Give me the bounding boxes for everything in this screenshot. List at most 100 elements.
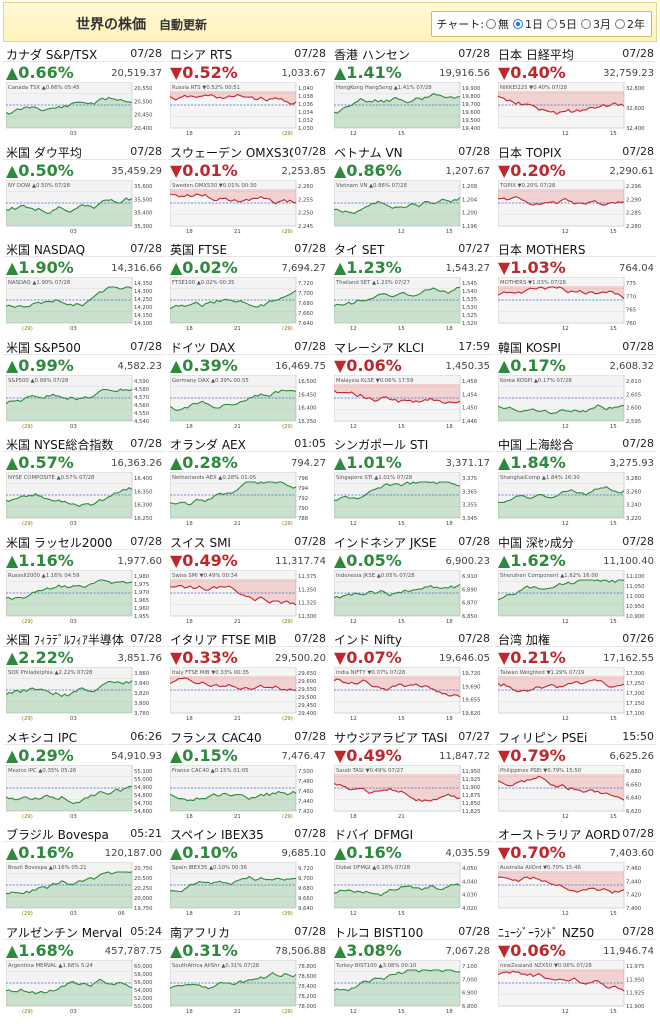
- index-panel[interactable]: オランダ AEX 01:05 ▲0.28% 794.27 Netherlands AEX…: [167, 434, 329, 530]
- index-panel[interactable]: 香港 ハンセン 07/28 ▲1.41% 19,916.56 HongKong Hang…: [331, 44, 493, 140]
- index-panel[interactable]: 米国 ダウ平均 07/28 ▲0.50% 35,459.29 NY DOW ▲0.50%…: [3, 142, 165, 238]
- index-panel[interactable]: 日本 MOTHERS ▼1.03% 764.04 MOTHERS ▼1.03% 07/…: [495, 239, 657, 335]
- index-name[interactable]: オーストラリア AORD: [498, 828, 621, 842]
- index-name[interactable]: フィリピン PSEi: [498, 731, 588, 745]
- chart-option-5day-label[interactable]: 5日: [559, 18, 577, 31]
- intraday-chart[interactable]: Canada TSX ▲0.66% 05:45 20,550 20,500 20,45…: [6, 82, 162, 138]
- index-panel[interactable]: メキシコ IPC 06:26 ▲0.29% 54,910.93 Mexico IPC ▲…: [3, 727, 165, 823]
- index-panel[interactable]: 日本 TOPIX 07/28 ▼0.20% 2,290.61 TOPIX ▼0.20% …: [495, 142, 657, 238]
- index-name[interactable]: ロシア RTS: [170, 48, 233, 62]
- intraday-chart[interactable]: NIKKEI225 ▼0.40% 07/28 32,800 32,600 32,400…: [498, 82, 654, 138]
- intraday-chart[interactable]: Spain IBEX35 ▲0.10% 00:36 9,720 9,700 9,680…: [170, 862, 326, 918]
- index-panel[interactable]: イタリア FTSE MIB 07/28 ▼0.33% 29,500.20 Italy F…: [167, 629, 329, 725]
- index-name[interactable]: オランダ AEX: [170, 438, 246, 452]
- intraday-chart[interactable]: France CAC40 ▲0.15% 01:05 7,500 7,480 7,460…: [170, 765, 326, 821]
- index-panel[interactable]: アルゼンチン Merval 05:24 ▲1.68% 457,787.75 Argent…: [3, 922, 165, 1018]
- index-name[interactable]: サウジアラビア TASI: [334, 731, 448, 745]
- index-name[interactable]: 日本 MOTHERS: [498, 243, 586, 257]
- index-name[interactable]: ﾆｭｰｼﾞｰﾗﾝﾄﾞ NZ50: [498, 926, 595, 940]
- index-name[interactable]: マレーシア KLCI: [334, 341, 425, 355]
- intraday-chart[interactable]: Germany DAX ▲0.39% 00:55 16,500 16,450 16,4…: [170, 375, 326, 431]
- index-panel[interactable]: ドイツ DAX 07/28 ▲0.39% 16,469.75 Germany DAX ▲…: [167, 337, 329, 433]
- intraday-chart[interactable]: Australia AllOrd ▼0.70% 15:46 7,460 7,440 7…: [498, 862, 654, 918]
- index-name[interactable]: 台湾 加権: [498, 633, 550, 647]
- index-name[interactable]: ベトナム VN: [334, 146, 403, 160]
- index-panel[interactable]: ドバイ DFMGI ▲0.16% 4,035.59 Dubai DFMGI ▲0.16…: [331, 824, 493, 920]
- index-panel[interactable]: 中国 深ｾﾝ成分 07/28 ▲1.62% 11,100.40 Shenzhen Com…: [495, 532, 657, 628]
- index-panel[interactable]: スウェーデン OMXS30 07/28 ▼0.01% 2,253.85 Sweden O…: [167, 142, 329, 238]
- intraday-chart[interactable]: Russia RTS ▼0.52% 00:51 1,040 1,038 1,036 1,…: [170, 82, 326, 138]
- intraday-chart[interactable]: India NIFTY ▼0.07% 07/28 19,720 19,690 19,6…: [334, 667, 490, 723]
- intraday-chart[interactable]: Saudi TASI ▼0.49% 07/27 11,950 11,925 11,90…: [334, 765, 490, 821]
- index-name[interactable]: スウェーデン OMXS30: [170, 146, 297, 160]
- index-panel[interactable]: スイス SMI 07/28 ▼0.49% 11,317.74 Swiss SMI ▼0.…: [167, 532, 329, 628]
- intraday-chart[interactable]: Russell2000 ▲1.16% 04:59 1,980 1,975 1,970 1…: [6, 570, 162, 626]
- index-name[interactable]: 米国 ﾌｨﾗﾃﾞﾙﾌｨｱ半導体: [6, 633, 124, 647]
- intraday-chart[interactable]: NY DOW ▲0.50% 07/28 35,600 35,500 35,400 35,…: [6, 180, 162, 236]
- chart-option-2year-radio[interactable]: [615, 19, 625, 29]
- intraday-chart[interactable]: Netherlands AEX ▲0.28% 01:05 796 794 792 790…: [170, 472, 326, 528]
- intraday-chart[interactable]: Dubai DFMGI ▲0.16% 07/28 4,050 4,040 4,030 4…: [334, 862, 490, 918]
- index-name[interactable]: ドバイ DFMGI: [334, 828, 414, 842]
- intraday-chart[interactable]: Shenzhen Component ▲1.62% 16:00 11,100 11,…: [498, 570, 654, 626]
- index-name[interactable]: カナダ S&P/TSX: [6, 48, 98, 62]
- index-name[interactable]: スペイン IBEX35: [170, 828, 264, 842]
- index-panel[interactable]: 英国 FTSE 07/28 ▲0.02% 7,694.27 FTSE100 ▲0.02%…: [167, 239, 329, 335]
- index-panel[interactable]: フィリピン PSEi 15:50 ▼0.79% 6,625.26 Philippines…: [495, 727, 657, 823]
- index-panel[interactable]: カナダ S&P/TSX 07/28 ▲0.66% 20,519.37 Canada TS…: [3, 44, 165, 140]
- chart-option-1day-label[interactable]: 1日: [525, 18, 543, 31]
- intraday-chart[interactable]: FTSE100 ▲0.02% 00:35 7,720 7,700 7,680 7,660…: [170, 277, 326, 333]
- intraday-chart[interactable]: NYSE COMPOSITE ▲0.57% 07/28 16,400 16,350 1…: [6, 472, 162, 528]
- index-name[interactable]: 日本 日経平均: [498, 48, 574, 62]
- index-panel[interactable]: スペイン IBEX35 07/28 ▲0.10% 9,685.10 Spain IBEX…: [167, 824, 329, 920]
- index-name[interactable]: 中国 上海総合: [498, 438, 574, 452]
- intraday-chart[interactable]: SOX Philadelphia ▲2.22% 07/28 3,860 3,840 3…: [6, 667, 162, 723]
- intraday-chart[interactable]: MOTHERS ▼1.03% 07/28 775 770 765 760 12 15: [498, 277, 654, 333]
- index-name[interactable]: スイス SMI: [170, 536, 231, 550]
- index-name[interactable]: 香港 ハンセン: [334, 48, 410, 62]
- index-panel[interactable]: インド Nifty 07/28 ▼0.07% 19,646.05 India NIFTY…: [331, 629, 493, 725]
- intraday-chart[interactable]: Malaysia KLSE ▼0.06% 17:59 1,458 1,454 1,45…: [334, 375, 490, 431]
- intraday-chart[interactable]: S&P500 ▲0.99% 07/28 4,590 4,580 4,570 4,560 4…: [6, 375, 162, 431]
- index-name[interactable]: 韓国 KOSPI: [498, 341, 561, 355]
- chart-option-3month-radio[interactable]: [581, 19, 591, 29]
- index-panel[interactable]: シンガポール STI ▲1.01% 3,371.17 Singapore STI ▲1…: [331, 434, 493, 530]
- index-panel[interactable]: オーストラリア AORD 07/28 ▼0.70% 7,403.60 Australia…: [495, 824, 657, 920]
- index-name[interactable]: ブラジル Bovespa: [6, 828, 109, 842]
- index-name[interactable]: 米国 ダウ平均: [6, 146, 82, 160]
- index-panel[interactable]: トルコ BIST100 07/28 ▲3.08% 7,067.28 Turkey BIS…: [331, 922, 493, 1018]
- index-name[interactable]: インド Nifty: [334, 633, 402, 647]
- index-panel[interactable]: 米国 ラッセル2000 07/28 ▲1.16% 1,977.60 Russell200…: [3, 532, 165, 628]
- intraday-chart[interactable]: Vietnam VN ▲0.86% 07/28 1,208 1,204 1,200 1,…: [334, 180, 490, 236]
- index-name[interactable]: 米国 S&P500: [6, 341, 81, 355]
- index-panel[interactable]: インドネシア JKSE 07/28 ▲0.05% 6,900.23 Indonesia …: [331, 532, 493, 628]
- intraday-chart[interactable]: Mexico IPC ▲0.35% 05:26 55,100 55,000 54,90…: [6, 765, 162, 821]
- index-panel[interactable]: 米国 S&P500 07/28 ▲0.99% 4,582.23 S&P500 ▲0.99…: [3, 337, 165, 433]
- intraday-chart[interactable]: Indonesia JKSE ▲0.05% 07/28 6,910 6,890 6,8…: [334, 570, 490, 626]
- index-name[interactable]: 南アフリカ: [170, 926, 231, 940]
- chart-option-none-label[interactable]: 無: [498, 18, 509, 31]
- index-panel[interactable]: 韓国 KOSPI 07/28 ▲0.17% 2,608.32 Korea KOSPI ▲…: [495, 337, 657, 433]
- intraday-chart[interactable]: Korea KOSPI ▲0.17% 07/28 2,610 2,605 2,600 2…: [498, 375, 654, 431]
- intraday-chart[interactable]: Italy FTSE MIB ▼0.33% 00:35 29,650 29,600 2…: [170, 667, 326, 723]
- chart-option-5day-radio[interactable]: [547, 19, 557, 29]
- index-panel[interactable]: ロシア RTS 07/28 ▼0.52% 1,033.67 Russia RTS ▼0.…: [167, 44, 329, 140]
- index-name[interactable]: 日本 TOPIX: [498, 146, 562, 160]
- index-name[interactable]: アルゼンチン Merval: [6, 926, 123, 940]
- intraday-chart[interactable]: HongKong HangSeng ▲1.41% 07/28 19,900 19,8…: [334, 82, 490, 138]
- intraday-chart[interactable]: TOPIX ▼0.20% 07/28 2,296 2,290 2,285 2,280 12…: [498, 180, 654, 236]
- index-name[interactable]: 米国 NYSE総合指数: [6, 438, 114, 452]
- index-panel[interactable]: ベトナム VN 07/28 ▲0.86% 1,207.67 Vietnam VN ▲0.…: [331, 142, 493, 238]
- intraday-chart[interactable]: Brazil Bovespa ▲0.16% 05:21 20,750 20,500 2…: [6, 862, 162, 918]
- index-panel[interactable]: 米国 ﾌｨﾗﾃﾞﾙﾌｨｱ半導体 07/28 ▲2.22% 3,851.76 SOX Ph…: [3, 629, 165, 725]
- chart-option-none-radio[interactable]: [486, 19, 496, 29]
- index-panel[interactable]: 中国 上海総合 07/28 ▲1.84% 3,275.93 ShanghaiComp ▲…: [495, 434, 657, 530]
- index-name[interactable]: 英国 FTSE: [170, 243, 228, 257]
- index-name[interactable]: ドイツ DAX: [170, 341, 236, 355]
- index-name[interactable]: トルコ BIST100: [334, 926, 424, 940]
- index-panel[interactable]: タイ SET 07/27 ▲1.23% 1,543.27 Thailand SET ▲1…: [331, 239, 493, 335]
- intraday-chart[interactable]: NASDAQ ▲1.90% 07/28 14,350 14,300 14,250 14,…: [6, 277, 162, 333]
- index-name[interactable]: 米国 NASDAQ: [6, 243, 86, 257]
- intraday-chart[interactable]: newZealand NZX50 ▼0.06% 07/28 11,975 11,95…: [498, 960, 654, 1016]
- index-panel[interactable]: 米国 NYSE総合指数 07/28 ▲0.57% 16,363.26 NYSE COMP…: [3, 434, 165, 530]
